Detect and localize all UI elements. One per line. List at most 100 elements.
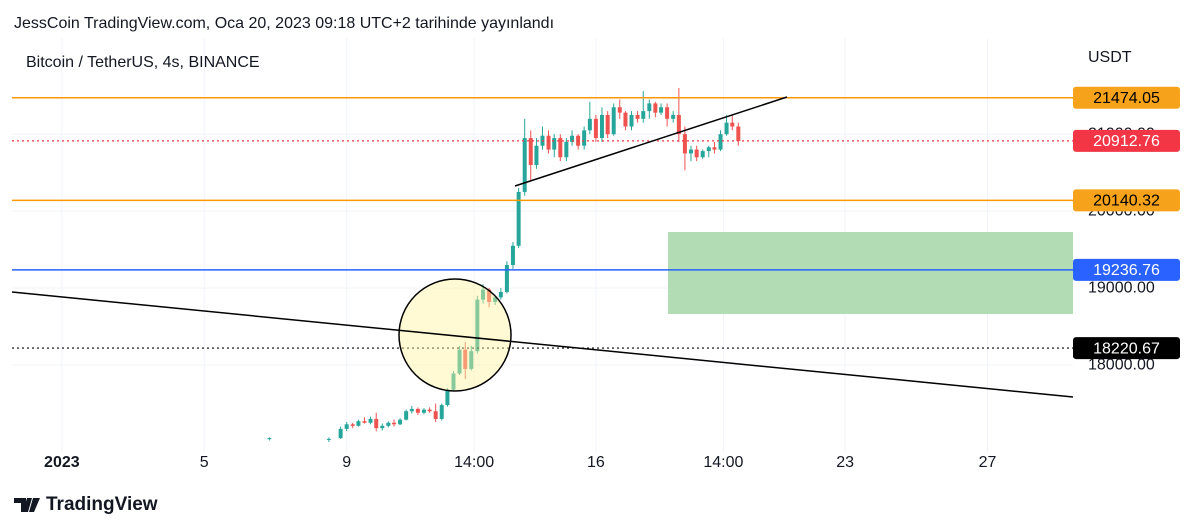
candle-body [599, 114, 604, 139]
x-tick-label: 23 [836, 454, 854, 471]
candle-body [671, 114, 676, 119]
x-tick-label: 9 [342, 454, 351, 471]
candle-body [724, 122, 729, 135]
price-label-box [1073, 258, 1180, 281]
candle-body [682, 134, 687, 154]
candle-body [267, 438, 272, 440]
candle-body [552, 138, 557, 150]
candle-body [736, 126, 741, 141]
candle-body [350, 424, 355, 426]
candle-body [427, 409, 432, 412]
highlight-circle [398, 278, 512, 392]
candle-body [338, 428, 343, 439]
candle-body [386, 422, 391, 426]
candle-body [730, 122, 735, 127]
candle-body [409, 408, 414, 412]
logo: TradingView [14, 494, 158, 515]
trend-line [11, 291, 1074, 398]
candle-body [605, 114, 610, 135]
candle-body [676, 114, 681, 135]
y-tick-label: 18000.00 [1088, 356, 1155, 373]
candle-body [392, 422, 397, 425]
candle-body [421, 409, 426, 413]
price-label-box [1073, 86, 1180, 109]
candle-body [368, 418, 373, 423]
x-tick-label: 27 [979, 454, 997, 471]
candle-body [718, 134, 723, 150]
candle-body [653, 103, 658, 113]
candle-body [706, 147, 711, 152]
price-label: 20912.76 [1093, 133, 1160, 150]
candle-body [374, 418, 379, 429]
candle-body [415, 408, 420, 413]
candle-body [700, 151, 705, 158]
axis-unit: USDT [1088, 49, 1132, 66]
trend-line [514, 96, 788, 187]
candle-body [534, 145, 539, 165]
x-tick-label: 14:00 [454, 454, 494, 471]
price-label: 18220.67 [1093, 340, 1160, 357]
price-label-box [1073, 337, 1180, 360]
candle-body [469, 351, 474, 369]
candle-body [398, 419, 403, 425]
logo-icon [14, 498, 40, 512]
candle-body [623, 112, 628, 127]
publish-line: JessCoin TradingView.com, Oca 20, 2023 0… [14, 15, 554, 32]
plot [12, 88, 1073, 442]
candle-body [641, 111, 646, 119]
candle-body [487, 289, 492, 302]
price-label-box [1073, 189, 1180, 212]
zone-box [668, 232, 1073, 314]
candle-body [475, 299, 480, 352]
price-label-box [1073, 129, 1180, 152]
y-tick-label: 19000.00 [1088, 279, 1155, 296]
candle-body [558, 138, 563, 158]
price-label: 19236.76 [1093, 262, 1160, 279]
x-tick-label: 14:00 [703, 454, 743, 471]
axes: 2023 5 9 14:00 16 14:00 23 27 18000.00 19000.00 20… [44, 86, 1180, 471]
candle-body [617, 107, 622, 113]
candle-body [665, 107, 670, 119]
price-label: 20140.32 [1093, 193, 1160, 210]
candle-body [498, 291, 503, 298]
candle-body [635, 114, 640, 119]
candle-body [593, 118, 598, 139]
brand: TradingView [46, 494, 158, 515]
candle-body [611, 107, 616, 135]
candle-body [481, 289, 486, 300]
candle-body [629, 114, 634, 127]
candle-body [688, 149, 693, 154]
symbol-label: Bitcoin / TetherUS, 4s, BINANCE [26, 54, 260, 71]
candle-body [587, 118, 592, 131]
candle-body [463, 349, 468, 369]
candle-body [516, 191, 521, 246]
x-tick-label: 5 [200, 454, 209, 471]
candle-body [647, 103, 652, 112]
candle-body [510, 245, 515, 266]
candle-body [493, 297, 498, 302]
candle-body [694, 149, 699, 158]
candle-body [380, 425, 385, 429]
x-tick-label: 2023 [44, 454, 80, 471]
candle-body [659, 107, 664, 113]
candle-body [528, 138, 533, 165]
candle-body [445, 389, 450, 406]
candle-body [433, 411, 438, 419]
candle-body [439, 405, 444, 419]
candle-body [546, 135, 551, 150]
candle-body [582, 130, 587, 146]
x-tick-label: 16 [587, 454, 605, 471]
candle-body [344, 424, 349, 429]
price-label: 21474.05 [1093, 90, 1160, 107]
candle-body [457, 349, 462, 374]
candle-body [570, 135, 575, 142]
candle-body [522, 138, 527, 192]
candle-body [356, 421, 361, 426]
candle-body [451, 373, 456, 390]
candle-body [326, 438, 331, 440]
candle-body [404, 411, 409, 420]
candle-body [712, 147, 717, 150]
candle-body [504, 265, 509, 292]
candle-body [564, 141, 569, 158]
